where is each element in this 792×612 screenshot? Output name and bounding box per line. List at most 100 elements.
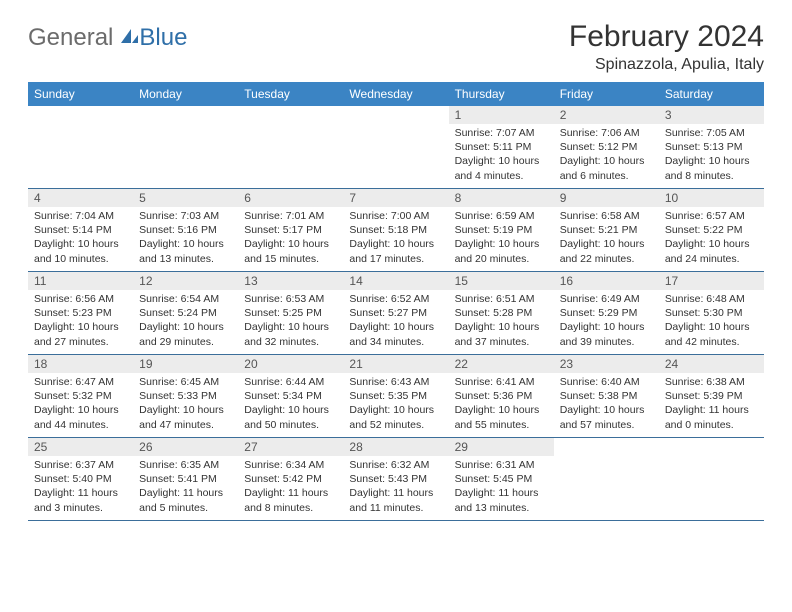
detail-line: Sunset: 5:21 PM — [560, 223, 653, 237]
detail-line: and 22 minutes. — [560, 252, 653, 266]
detail-line: and 15 minutes. — [244, 252, 337, 266]
day-details: Sunrise: 6:31 AMSunset: 5:45 PMDaylight:… — [449, 456, 554, 519]
detail-line: Daylight: 10 hours — [349, 237, 442, 251]
day-number: 28 — [343, 438, 448, 456]
detail-line: Daylight: 10 hours — [455, 237, 548, 251]
detail-line: Sunset: 5:38 PM — [560, 389, 653, 403]
day-number: 9 — [554, 189, 659, 207]
detail-line: and 5 minutes. — [139, 501, 232, 515]
day-details: Sunrise: 6:43 AMSunset: 5:35 PMDaylight:… — [343, 373, 448, 436]
day-details: Sunrise: 6:37 AMSunset: 5:40 PMDaylight:… — [28, 456, 133, 519]
detail-line: Sunrise: 6:48 AM — [665, 292, 758, 306]
detail-line: Sunrise: 6:51 AM — [455, 292, 548, 306]
detail-line: and 8 minutes. — [244, 501, 337, 515]
detail-line: Sunrise: 7:05 AM — [665, 126, 758, 140]
weekday-label: Wednesday — [343, 82, 448, 106]
detail-line: Daylight: 10 hours — [244, 403, 337, 417]
detail-line: and 17 minutes. — [349, 252, 442, 266]
detail-line: Daylight: 10 hours — [455, 154, 548, 168]
weekday-label: Monday — [133, 82, 238, 106]
day-number: 21 — [343, 355, 448, 373]
day-number: 1 — [449, 106, 554, 124]
detail-line: Sunrise: 7:00 AM — [349, 209, 442, 223]
detail-line: Sunrise: 6:32 AM — [349, 458, 442, 472]
month-title: February 2024 — [569, 20, 764, 54]
day-number: 5 — [133, 189, 238, 207]
detail-line: Sunset: 5:25 PM — [244, 306, 337, 320]
detail-line: Daylight: 10 hours — [244, 237, 337, 251]
day-details: Sunrise: 6:41 AMSunset: 5:36 PMDaylight:… — [449, 373, 554, 436]
day-number: 12 — [133, 272, 238, 290]
detail-line: Sunset: 5:19 PM — [455, 223, 548, 237]
detail-line: and 24 minutes. — [665, 252, 758, 266]
detail-line: and 42 minutes. — [665, 335, 758, 349]
day-cell: 15Sunrise: 6:51 AMSunset: 5:28 PMDayligh… — [449, 272, 554, 354]
day-cell: 5Sunrise: 7:03 AMSunset: 5:16 PMDaylight… — [133, 189, 238, 271]
day-details: Sunrise: 6:34 AMSunset: 5:42 PMDaylight:… — [238, 456, 343, 519]
day-cell: 7Sunrise: 7:00 AMSunset: 5:18 PMDaylight… — [343, 189, 448, 271]
detail-line: Sunset: 5:17 PM — [244, 223, 337, 237]
detail-line: Sunset: 5:27 PM — [349, 306, 442, 320]
week-row: 18Sunrise: 6:47 AMSunset: 5:32 PMDayligh… — [28, 354, 764, 437]
detail-line: Sunset: 5:28 PM — [455, 306, 548, 320]
day-cell: 21Sunrise: 6:43 AMSunset: 5:35 PMDayligh… — [343, 355, 448, 437]
day-number: 22 — [449, 355, 554, 373]
detail-line: and 32 minutes. — [244, 335, 337, 349]
detail-line: and 57 minutes. — [560, 418, 653, 432]
detail-line: and 4 minutes. — [455, 169, 548, 183]
day-cell — [133, 106, 238, 188]
detail-line: Sunset: 5:45 PM — [455, 472, 548, 486]
day-number: 8 — [449, 189, 554, 207]
detail-line: and 11 minutes. — [349, 501, 442, 515]
detail-line: Daylight: 11 hours — [455, 486, 548, 500]
day-number: 24 — [659, 355, 764, 373]
day-number: 27 — [238, 438, 343, 456]
header: General Blue February 2024 Spinazzola, A… — [28, 20, 764, 74]
day-cell: 16Sunrise: 6:49 AMSunset: 5:29 PMDayligh… — [554, 272, 659, 354]
detail-line: Sunrise: 7:04 AM — [34, 209, 127, 223]
detail-line: and 3 minutes. — [34, 501, 127, 515]
detail-line: Sunrise: 6:44 AM — [244, 375, 337, 389]
week-row: 11Sunrise: 6:56 AMSunset: 5:23 PMDayligh… — [28, 271, 764, 354]
detail-line: and 55 minutes. — [455, 418, 548, 432]
day-details: Sunrise: 6:47 AMSunset: 5:32 PMDaylight:… — [28, 373, 133, 436]
detail-line: Sunset: 5:39 PM — [665, 389, 758, 403]
day-number: 7 — [343, 189, 448, 207]
day-cell: 1Sunrise: 7:07 AMSunset: 5:11 PMDaylight… — [449, 106, 554, 188]
detail-line: Sunrise: 6:43 AM — [349, 375, 442, 389]
day-details: Sunrise: 6:48 AMSunset: 5:30 PMDaylight:… — [659, 290, 764, 353]
weekday-label: Sunday — [28, 82, 133, 106]
day-details: Sunrise: 6:58 AMSunset: 5:21 PMDaylight:… — [554, 207, 659, 270]
weekday-label: Friday — [554, 82, 659, 106]
detail-line: and 52 minutes. — [349, 418, 442, 432]
day-number: 4 — [28, 189, 133, 207]
day-cell: 8Sunrise: 6:59 AMSunset: 5:19 PMDaylight… — [449, 189, 554, 271]
detail-line: Sunrise: 6:47 AM — [34, 375, 127, 389]
day-cell: 26Sunrise: 6:35 AMSunset: 5:41 PMDayligh… — [133, 438, 238, 520]
detail-line: Daylight: 10 hours — [139, 237, 232, 251]
detail-line: Daylight: 11 hours — [244, 486, 337, 500]
detail-line: Sunset: 5:13 PM — [665, 140, 758, 154]
day-number: 20 — [238, 355, 343, 373]
day-details: Sunrise: 7:01 AMSunset: 5:17 PMDaylight:… — [238, 207, 343, 270]
day-cell: 9Sunrise: 6:58 AMSunset: 5:21 PMDaylight… — [554, 189, 659, 271]
day-details: Sunrise: 6:32 AMSunset: 5:43 PMDaylight:… — [343, 456, 448, 519]
day-details: Sunrise: 7:05 AMSunset: 5:13 PMDaylight:… — [659, 124, 764, 187]
day-details: Sunrise: 6:52 AMSunset: 5:27 PMDaylight:… — [343, 290, 448, 353]
day-number: 19 — [133, 355, 238, 373]
day-cell: 24Sunrise: 6:38 AMSunset: 5:39 PMDayligh… — [659, 355, 764, 437]
detail-line: Sunset: 5:43 PM — [349, 472, 442, 486]
detail-line: Daylight: 11 hours — [665, 403, 758, 417]
day-cell — [554, 438, 659, 520]
day-cell — [28, 106, 133, 188]
weeks-container: 1Sunrise: 7:07 AMSunset: 5:11 PMDaylight… — [28, 106, 764, 521]
detail-line: Sunset: 5:12 PM — [560, 140, 653, 154]
detail-line: Daylight: 10 hours — [560, 320, 653, 334]
detail-line: Sunrise: 6:34 AM — [244, 458, 337, 472]
detail-line: Sunrise: 7:06 AM — [560, 126, 653, 140]
detail-line: and 0 minutes. — [665, 418, 758, 432]
day-number: 6 — [238, 189, 343, 207]
day-cell: 22Sunrise: 6:41 AMSunset: 5:36 PMDayligh… — [449, 355, 554, 437]
day-details: Sunrise: 6:53 AMSunset: 5:25 PMDaylight:… — [238, 290, 343, 353]
detail-line: and 10 minutes. — [34, 252, 127, 266]
